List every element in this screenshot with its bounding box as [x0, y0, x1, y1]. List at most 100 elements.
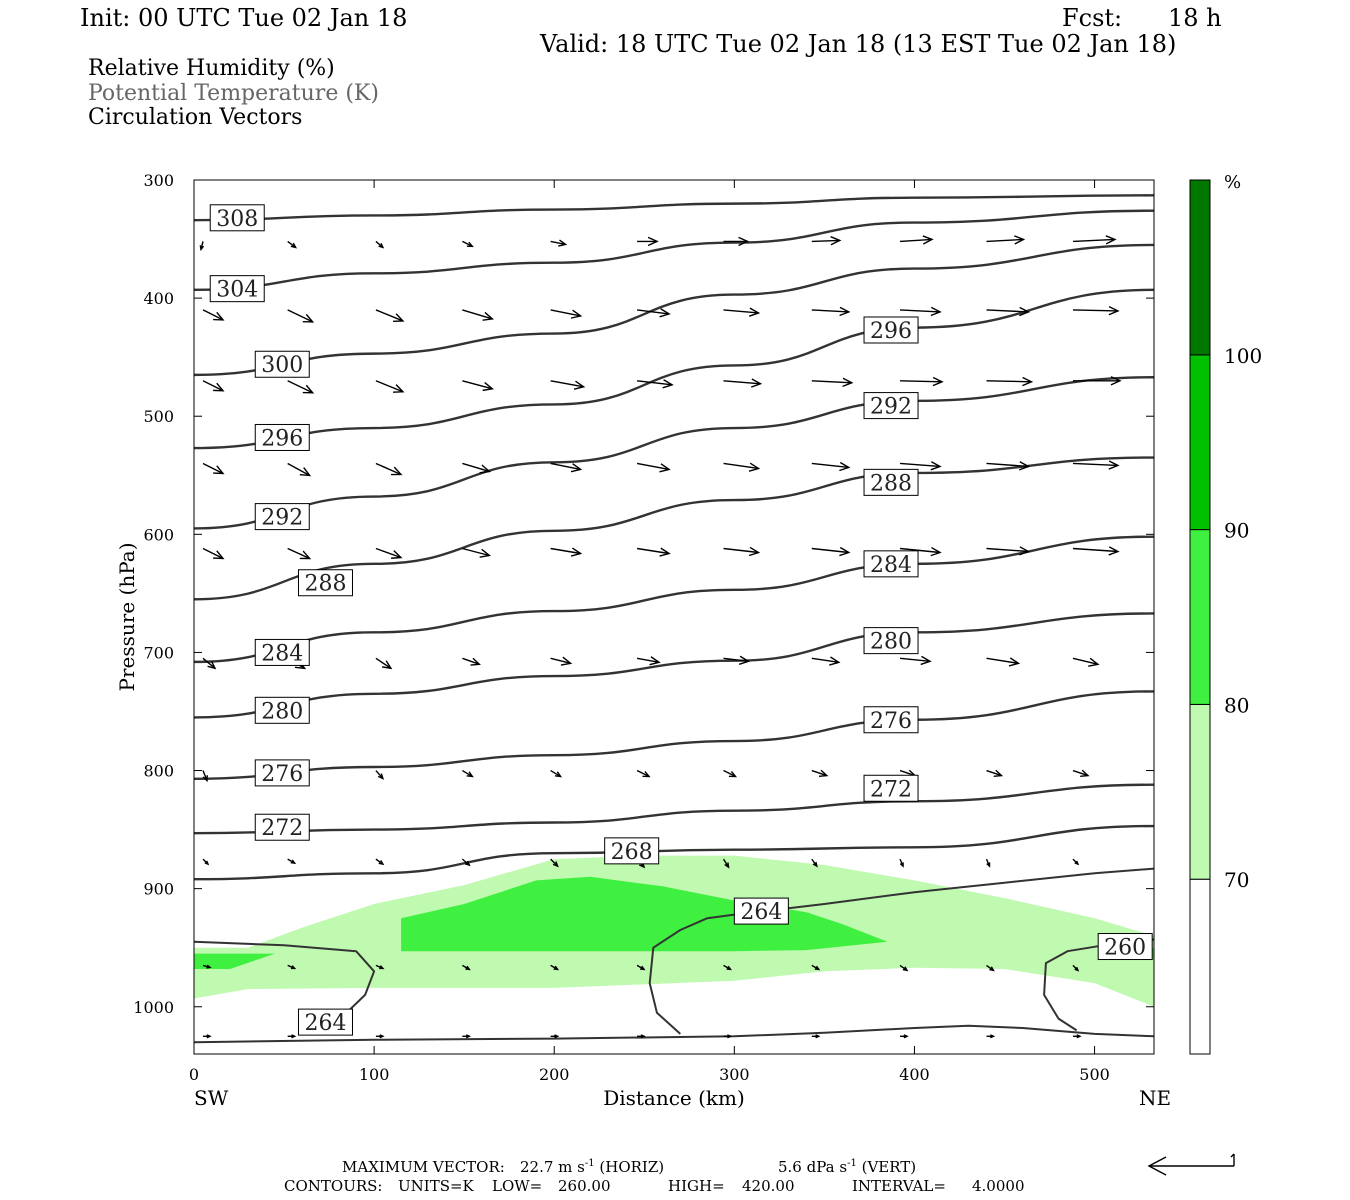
circulation-vector	[461, 858, 471, 867]
circulation-vector	[986, 306, 1031, 317]
colorbar-level-label: 100	[1224, 344, 1262, 368]
theta-contour-layer	[193, 194, 1155, 1044]
circulation-vector	[723, 546, 761, 557]
x-left-end-label: SW	[194, 1086, 229, 1110]
contour-label-text: 280	[870, 630, 912, 655]
circulation-vector	[811, 769, 829, 778]
circulation-vector	[985, 858, 991, 868]
circulation-vector	[899, 964, 909, 972]
theta-contour-280	[193, 612, 1155, 719]
contour-label: 284	[863, 550, 919, 578]
y-tick-label: 800	[143, 762, 174, 781]
forecast-label: Fcst:	[1062, 4, 1123, 32]
vectors-legend-title: Circulation Vectors	[88, 105, 303, 130]
circulation-vector	[1072, 657, 1100, 667]
contour-label: 288	[863, 468, 919, 496]
contours-interval-value: 4.0000	[972, 1177, 1025, 1195]
circulation-vector	[811, 656, 841, 666]
contour-label-text: 260	[1104, 936, 1146, 961]
contour-label-text: 272	[870, 777, 912, 802]
circulation-vector	[636, 462, 671, 473]
contour-label-text: 288	[870, 471, 912, 496]
contour-label: 268	[604, 837, 660, 865]
circulation-vector	[986, 376, 1034, 387]
circulation-vector	[550, 1034, 560, 1039]
theta-contour-284	[193, 535, 1155, 664]
contour-label-text: 296	[870, 319, 912, 344]
contour-label-text: 268	[611, 840, 653, 865]
theta-legend-title: Potential Temperature (K)	[88, 81, 379, 106]
circulation-vector	[722, 858, 730, 869]
max-vector-horiz: 22.7 m s-1 (HORIZ)	[520, 1158, 664, 1176]
circulation-vector	[900, 1034, 909, 1039]
contour-label-text: 292	[261, 506, 303, 531]
circulation-vector	[986, 461, 1031, 471]
colorbar-segment	[1189, 354, 1211, 531]
y-tick-label: 600	[143, 525, 174, 544]
contour-label: 260	[1097, 933, 1153, 961]
x-tick-label: 0	[189, 1065, 199, 1084]
circulation-vector	[986, 1034, 996, 1039]
max-vector-label: MAXIMUM VECTOR:	[342, 1158, 505, 1176]
circulation-vector	[375, 240, 385, 249]
circulation-vector	[986, 964, 995, 972]
theta-contour-low-264-0	[193, 940, 376, 1022]
contour-label: 264	[297, 1008, 353, 1036]
contours-units: UNITS=K	[398, 1177, 474, 1195]
colorbar-segment	[1189, 179, 1211, 356]
circulation-vector	[986, 769, 1004, 778]
circulation-vector	[811, 964, 821, 971]
contour-label: 280	[254, 696, 310, 724]
contour-label: 276	[254, 759, 310, 787]
circulation-vector	[1072, 546, 1120, 556]
circulation-vector	[462, 380, 495, 392]
circulation-vector	[811, 858, 818, 868]
circulation-vector	[811, 377, 854, 388]
contours-interval-label: INTERVAL=	[852, 1177, 946, 1195]
contour-label: 296	[254, 423, 310, 451]
contour-label: 308	[209, 204, 265, 232]
theta-contour-296	[193, 288, 1155, 450]
contour-label-text: 284	[870, 553, 912, 578]
circulation-vector	[550, 462, 583, 473]
circulation-vector	[287, 462, 312, 477]
circulation-vector	[462, 769, 474, 778]
circulation-vector	[811, 546, 851, 557]
circulation-vector	[636, 656, 661, 666]
theta-contour-288	[193, 456, 1155, 601]
circulation-vector	[287, 858, 297, 864]
circulation-vector	[375, 858, 385, 866]
max-vector-vert: 5.6 dPa s-1 (VERT)	[778, 1158, 916, 1176]
circulation-vector	[550, 380, 586, 390]
circulation-vector	[287, 240, 298, 249]
valid-time: Valid: 18 UTC Tue 02 Jan 18 (13 EST Tue …	[540, 30, 1177, 58]
circulation-vector	[1072, 306, 1120, 316]
contour-label: 276	[863, 706, 919, 734]
contour-label: 272	[254, 813, 310, 841]
contours-low-label: LOW=	[492, 1177, 543, 1195]
contour-label: 292	[254, 503, 310, 531]
circulation-vector	[723, 236, 750, 247]
theta-contour-304	[193, 209, 1155, 292]
circulation-vector	[636, 964, 646, 971]
circulation-vector	[636, 379, 674, 389]
circulation-vector	[1072, 235, 1117, 245]
contour-label: 296	[863, 316, 919, 344]
contour-label-text: 296	[261, 426, 303, 451]
max-vector-vert-unit: (VERT)	[861, 1158, 917, 1176]
colorbar-level-label: 90	[1224, 519, 1249, 543]
contour-label: 304	[209, 275, 265, 303]
contour-label-layer: 308 304 300 296 292 288 284 280 276 272 296 292 288 2…	[209, 204, 1153, 1036]
circulation-vector	[723, 655, 751, 665]
contour-label: 280	[863, 627, 919, 655]
circulation-vector	[287, 309, 315, 323]
contours-high-label: HIGH=	[668, 1177, 725, 1195]
contour-label-text: 264	[304, 1011, 346, 1036]
circulation-vector	[811, 236, 842, 246]
circulation-vector	[637, 236, 659, 247]
circulation-vector	[375, 770, 385, 780]
circulation-vector	[462, 462, 492, 474]
contours-label: CONTOURS:	[284, 1177, 383, 1195]
circulation-vector	[375, 309, 405, 322]
